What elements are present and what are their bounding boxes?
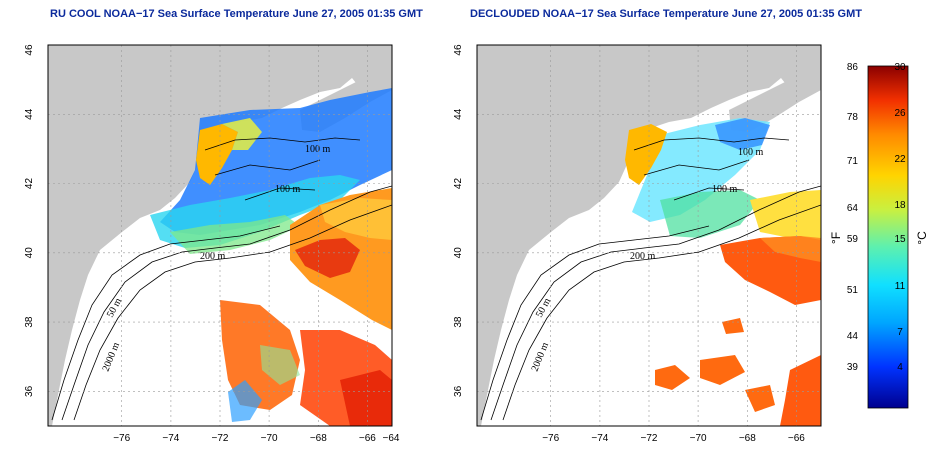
left-gulf-stream-yellow [320,198,392,240]
right-green-patch [660,190,760,238]
right-lat-tick: 40 [453,247,464,259]
left-map-panel: 100 m 100 m 200 m 50 m 2000 m −76 [24,44,400,444]
right-south-warm-1 [780,355,821,426]
left-south-cool-streak [228,380,262,422]
fahrenheit-tick: 39 [847,362,859,373]
celsius-tick: 26 [894,108,906,119]
right-gulf-of-maine-warm [625,124,667,185]
right-label-200m: 200 m [630,251,656,262]
left-label-200m: 200 m [200,251,226,262]
right-contour-200m [490,185,821,421]
celsius-label: °C [915,231,929,245]
right-gulf-stream-orange [760,236,821,262]
left-lat-tick: 38 [24,316,35,328]
left-label-100m-a: 100 m [305,144,331,155]
left-gulf-stream-core [295,238,360,278]
right-land [477,45,821,426]
right-lat-tick: 38 [453,316,464,328]
celsius-tick: 22 [894,154,906,165]
left-panel-title: RU COOL NOAA−17 Sea Surface Temperature … [50,8,423,20]
right-grid [477,45,821,426]
colorbar-fahrenheit-ticks: 86 78 71 64 59 51 44 39 [847,62,859,373]
right-lon-tick: −74 [591,433,608,444]
right-lon-tick: −68 [739,433,756,444]
right-lat-tick: 36 [453,385,464,397]
left-contour-2000m [73,204,392,421]
celsius-tick: 30 [894,62,906,73]
right-lat-tick: 42 [453,178,464,190]
colorbar-celsius-ticks: 30 26 22 18 15 11 7 4 [894,62,906,373]
right-contour-2000m [502,204,821,421]
left-south-green [260,345,300,385]
left-gulf-of-maine-yellow [222,118,262,150]
right-contour-50m [480,225,710,421]
left-lat-tick: 46 [24,44,35,56]
left-lon-tick: −70 [261,433,278,444]
celsius-tick: 15 [894,234,906,245]
right-blue-patch [715,118,770,150]
left-south-warm-3 [340,370,392,426]
fahrenheit-tick: 59 [847,234,859,245]
right-lon-tick: −70 [690,433,707,444]
right-lon-tick: −76 [542,433,559,444]
celsius-tick: 4 [897,362,903,373]
left-lon-tick: −64 [383,433,400,444]
left-contour-gom [204,137,361,201]
right-map-frame [476,44,822,427]
right-lat-tick: 44 [453,108,464,120]
right-south-warm-3 [700,355,745,385]
left-lat-tick: 40 [24,247,35,259]
left-lat-tick: 42 [24,178,35,190]
right-lon-tick: −66 [788,433,805,444]
left-label-100m-b: 100 m [275,184,301,195]
left-lon-tick: −66 [359,433,376,444]
fahrenheit-tick: 78 [847,112,859,123]
fahrenheit-tick: 51 [847,285,859,296]
right-label-100m-a: 100 m [738,147,764,158]
right-y-ticks: 36 38 40 42 44 46 [453,44,464,397]
left-lon-tick: −68 [310,433,327,444]
celsius-tick: 7 [897,327,903,338]
left-map-content: 100 m 100 m 200 m 50 m 2000 m [48,45,392,426]
right-contour-gom [633,137,790,201]
left-land [48,45,392,426]
left-x-ticks: −76 −74 −72 −70 −68 −66 −64 [113,433,400,444]
colorbar-gradient [867,65,909,409]
right-label-100m-b: 100 m [712,184,738,195]
left-contour-50m [51,225,281,421]
left-lat-tick: 36 [24,385,35,397]
fahrenheit-tick: 71 [847,156,859,167]
left-contour-200m [61,185,392,421]
left-lon-tick: −76 [113,433,130,444]
colorbar: 86 78 71 64 59 51 44 39 30 26 22 18 15 1… [829,62,929,409]
right-panel-title: DECLOUDED NOAA−17 Sea Surface Temperatur… [470,8,862,20]
celsius-tick: 11 [895,281,906,292]
left-cold-water [160,88,392,235]
celsius-tick: 18 [894,200,906,211]
left-grid [48,45,392,426]
right-lat-tick: 46 [453,44,464,56]
fahrenheit-tick: 44 [847,331,859,342]
right-x-ticks: −76 −74 −72 −70 −68 −66 [542,433,805,444]
left-lon-tick: −74 [162,433,179,444]
left-green-water [170,215,300,254]
right-south-warm-2 [655,365,690,390]
fahrenheit-tick: 64 [847,203,859,214]
right-lon-tick: −72 [641,433,658,444]
left-lon-tick: −72 [212,433,229,444]
left-y-ticks: 36 38 40 42 44 46 [24,44,35,397]
right-south-warm-4 [745,385,775,412]
fahrenheit-label: °F [829,232,843,244]
fahrenheit-tick: 86 [847,62,859,73]
left-gulf-of-maine-warm [196,124,238,185]
right-map-content: 100 m 100 m 200 m 50 m 2000 m [477,45,821,426]
right-map-panel: 100 m 100 m 200 m 50 m 2000 m −76 −7 [453,44,822,444]
left-lat-tick: 44 [24,108,35,120]
left-map-frame [47,44,393,427]
right-yellow-patch [750,190,821,240]
